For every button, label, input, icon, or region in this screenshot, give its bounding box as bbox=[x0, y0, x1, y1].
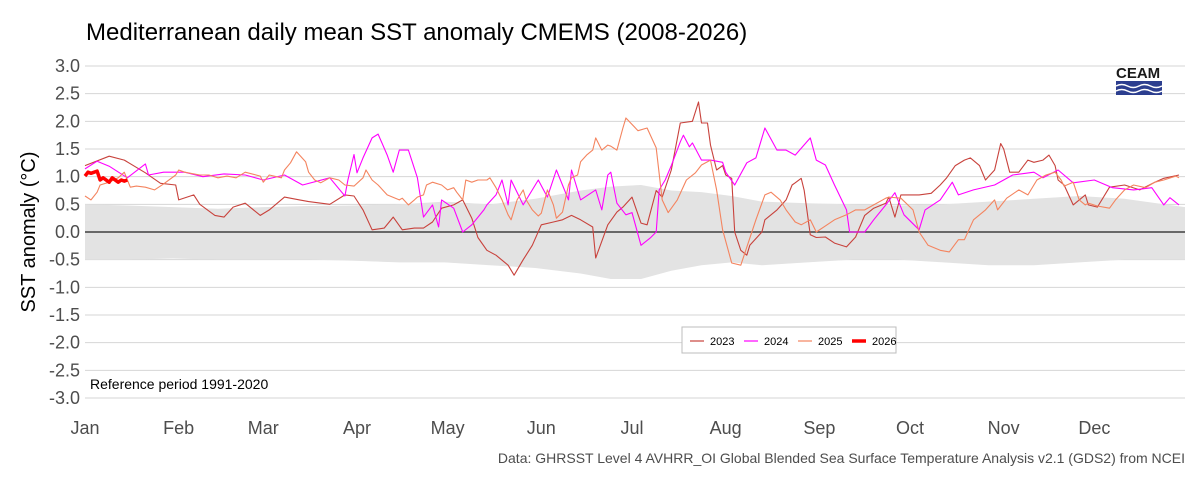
x-tick-label: Apr bbox=[343, 418, 371, 438]
y-axis-title: SST anomaly (°C) bbox=[18, 151, 40, 312]
series-lines bbox=[83, 101, 1180, 276]
legend-label-2025: 2025 bbox=[818, 336, 842, 348]
x-tick-label: Mar bbox=[248, 418, 279, 438]
x-tick-label: Jul bbox=[620, 418, 643, 438]
legend-label-2024: 2024 bbox=[764, 336, 788, 348]
x-tick-label: Aug bbox=[710, 418, 742, 438]
reference-period-note: Reference period 1991-2020 bbox=[90, 376, 268, 392]
y-tick-label: 0.5 bbox=[55, 194, 80, 214]
x-tick-label: Nov bbox=[988, 418, 1020, 438]
series-line-2026 bbox=[83, 169, 128, 184]
x-tick-label: Feb bbox=[163, 418, 194, 438]
y-tick-label: -2.0 bbox=[49, 333, 80, 353]
y-tick-label: 1.0 bbox=[55, 167, 80, 187]
chart-title: Mediterranean daily mean SST anomaly CME… bbox=[86, 19, 747, 46]
x-tick-label: Dec bbox=[1078, 418, 1110, 438]
logo-wave-lines bbox=[1115, 83, 1163, 94]
x-tick-label: Oct bbox=[896, 418, 924, 438]
y-tick-label: -1.5 bbox=[49, 305, 80, 325]
y-tick-labels: 3.0 2.5 2.0 1.5 1.0 0.5 0.0 -0.5 -1.0 -1.5 -2.0 -2.… bbox=[49, 56, 80, 408]
x-tick-label: Jan bbox=[70, 418, 99, 438]
series-line-2023 bbox=[84, 101, 1180, 276]
x-tick-labels: Jan Feb Mar Apr May Jun Jul Aug Sep Oct Nov Dec bbox=[70, 418, 1110, 438]
y-tick-label: 2.5 bbox=[55, 84, 80, 104]
legend-label-2026: 2026 bbox=[872, 336, 896, 348]
x-tick-label: Jun bbox=[527, 418, 556, 438]
y-tick-label: 1.5 bbox=[55, 139, 80, 159]
logo-text: CEAM bbox=[1116, 65, 1160, 82]
legend-box bbox=[681, 326, 897, 354]
series-line-2024 bbox=[84, 127, 1180, 246]
y-tick-label: -1.0 bbox=[49, 277, 80, 297]
x-tick-label: May bbox=[431, 418, 465, 438]
legend: 2023 2024 2025 2026 bbox=[681, 326, 897, 354]
y-tick-label: 0.0 bbox=[55, 222, 80, 242]
x-tick-label: Sep bbox=[803, 418, 835, 438]
ceam-logo: CEAM bbox=[1115, 65, 1163, 95]
data-source-caption: Data: GHRSST Level 4 AVHRR_OI Global Ble… bbox=[498, 450, 1185, 466]
y-tick-label: -0.5 bbox=[49, 250, 80, 270]
y-tick-label: -3.0 bbox=[49, 388, 80, 408]
legend-label-2023: 2023 bbox=[710, 336, 734, 348]
y-tick-label: -2.5 bbox=[49, 360, 80, 380]
y-tick-label: 3.0 bbox=[55, 56, 80, 76]
y-tick-label: 2.0 bbox=[55, 111, 80, 131]
series-line-2025 bbox=[84, 117, 1180, 266]
